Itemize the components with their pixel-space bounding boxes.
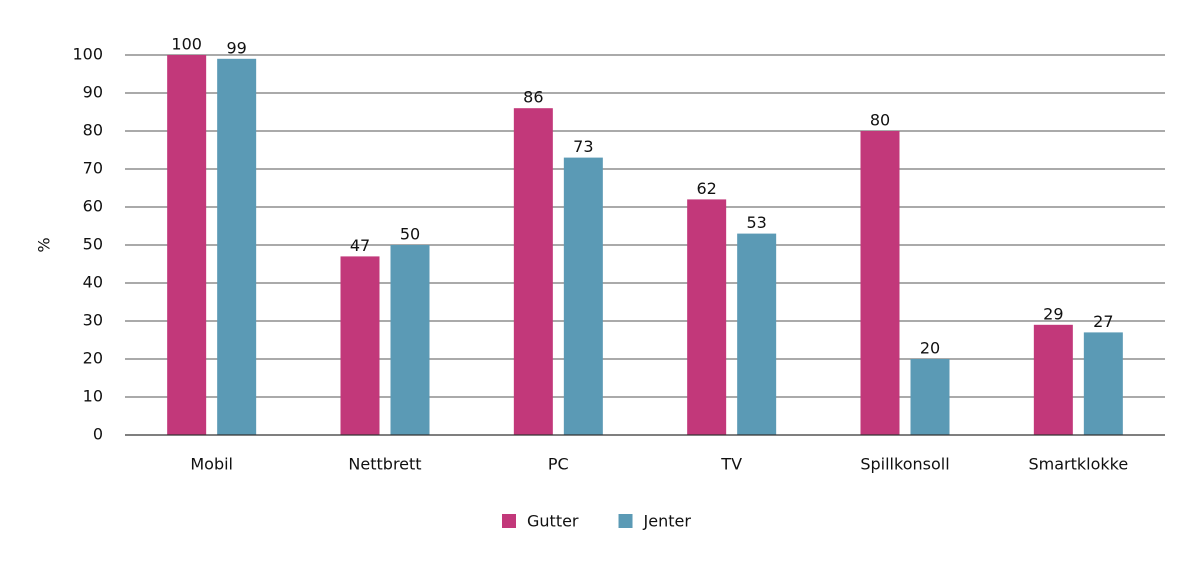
data-label: 50 (400, 225, 420, 244)
bar (910, 359, 950, 435)
y-tick-label: 0 (93, 425, 103, 444)
y-tick-label: 70 (83, 159, 103, 178)
y-tick-label: 20 (83, 349, 103, 368)
data-label: 73 (573, 137, 593, 156)
bar (217, 58, 257, 436)
data-label: 20 (920, 339, 940, 358)
data-label: 99 (226, 38, 246, 57)
data-label: 86 (523, 88, 543, 107)
y-tick-label: 30 (83, 311, 103, 330)
bar (687, 199, 727, 435)
y-tick-label: 100 (72, 45, 103, 64)
bar (513, 108, 553, 435)
x-tick-label: Mobil (190, 455, 233, 474)
y-tick-label: 50 (83, 235, 103, 254)
legend-label: Jenter (643, 512, 692, 531)
x-tick-label: Smartklokke (1028, 455, 1128, 474)
data-label: 80 (870, 111, 890, 130)
y-tick-label: 60 (83, 197, 103, 216)
y-tick-label: 80 (83, 121, 103, 140)
legend-swatch (502, 514, 516, 528)
x-tick-label: Nettbrett (348, 455, 421, 474)
data-label: 62 (696, 179, 716, 198)
data-label: 47 (350, 236, 370, 255)
y-tick-label: 10 (83, 387, 103, 406)
bar (860, 131, 900, 435)
x-tick-label: Spillkonsoll (860, 455, 949, 474)
bar (1083, 332, 1123, 435)
bar (340, 256, 380, 435)
bar (737, 233, 777, 435)
bar (390, 245, 430, 435)
legend-swatch (618, 514, 633, 528)
y-tick-label: 90 (83, 83, 103, 102)
data-label: 29 (1043, 304, 1063, 323)
bar (563, 157, 603, 435)
x-tick-label: TV (720, 455, 742, 474)
legend-label: Gutter (527, 512, 579, 531)
data-label: 27 (1093, 312, 1113, 331)
data-label: 53 (746, 213, 766, 232)
data-label: 100 (171, 35, 202, 54)
y-axis-label: % (35, 237, 54, 252)
y-tick-label: 40 (83, 273, 103, 292)
bar (167, 55, 207, 435)
bar (1033, 324, 1073, 435)
x-tick-label: PC (548, 455, 569, 474)
